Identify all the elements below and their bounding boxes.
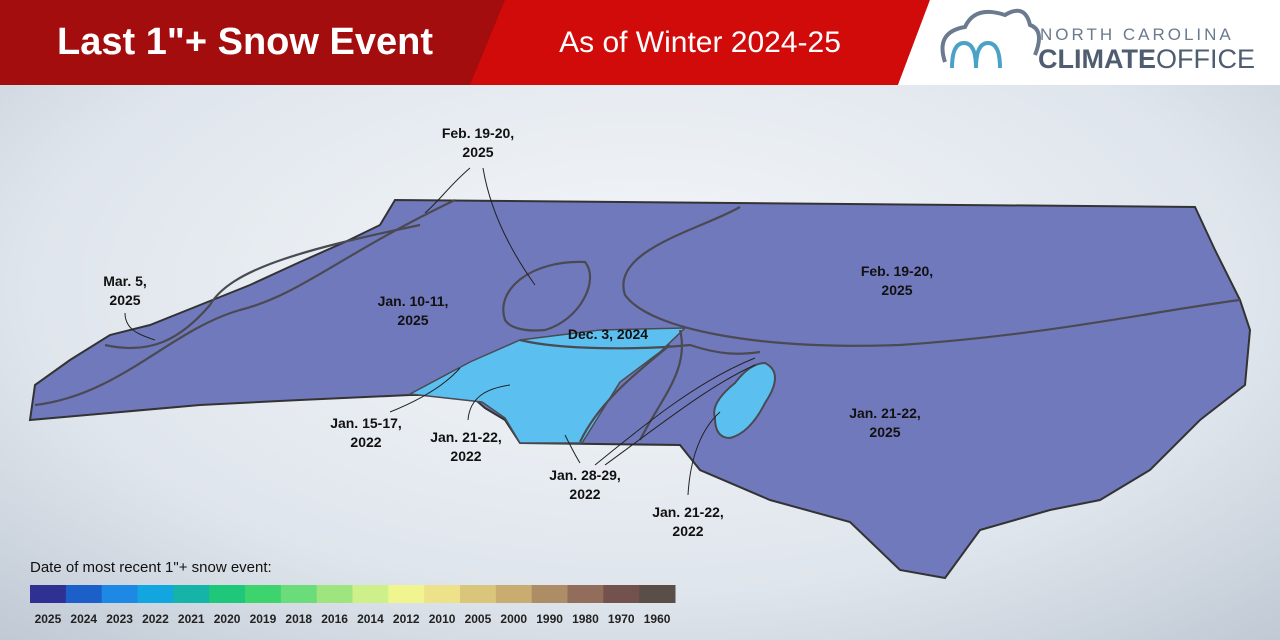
legend-swatch (495, 585, 533, 603)
legend-label: 1970 (608, 612, 635, 626)
logo-cloud (940, 8, 1041, 63)
contour (622, 206, 1241, 347)
legend-swatch (65, 585, 103, 603)
legend-swatch (567, 585, 604, 603)
leader (564, 434, 581, 464)
region-labels: Feb. 19-20, 2025 Mar. 5, 2025 Jan. 10-11, 202… (103, 125, 933, 539)
leader (424, 167, 471, 214)
legend-label: 2023 (106, 612, 133, 626)
region-label: Jan. 15-17, (330, 415, 402, 431)
leader (467, 384, 511, 421)
contour (34, 199, 456, 407)
region-label: 2022 (450, 448, 481, 464)
region-2022 (407, 327, 687, 444)
region-label: 2025 (881, 282, 912, 298)
legend-swatch (30, 585, 67, 603)
legend-title: Date of most recent 1"+ snow event: (30, 559, 272, 576)
legend-label: 2012 (393, 612, 420, 626)
region-label: 2022 (350, 434, 381, 450)
logo-line2: CLIMATEOFFICE (1038, 44, 1255, 74)
legend-swatch (603, 585, 640, 603)
region-label: 2022 (672, 523, 703, 539)
region-label: Feb. 19-20, (442, 125, 514, 141)
legend-label: 2018 (285, 612, 312, 626)
legend-label: 2000 (500, 612, 527, 626)
legend-swatch (639, 585, 676, 603)
logo-band (898, 0, 1280, 85)
region-label: Jan. 28-29, (549, 467, 621, 483)
legend-label: 1960 (644, 612, 671, 626)
legend-swatch (424, 585, 461, 603)
legend-label: 2022 (142, 612, 169, 626)
legend-label: 2019 (250, 612, 277, 626)
region-label: 2025 (109, 292, 140, 308)
contour (104, 223, 421, 350)
region-label: 2025 (397, 312, 428, 328)
contour (519, 338, 761, 355)
legend-label: 1980 (572, 612, 599, 626)
legend-label: 2021 (178, 612, 205, 626)
legend-label: 2005 (465, 612, 492, 626)
leader (124, 312, 156, 341)
state-shape (28, 198, 1252, 580)
legend-swatch (173, 585, 210, 603)
region-label: Mar. 5, (103, 273, 147, 289)
leader (604, 364, 756, 466)
legend-label: 2025 (35, 612, 62, 626)
legend-label: 1990 (536, 612, 563, 626)
legend: 2025 2024 2023 2022 2021 2020 2019 2018 2016 2014… (30, 585, 676, 626)
legend-label: 2024 (70, 612, 97, 626)
logo-mark (950, 40, 1002, 69)
region-label: Feb. 19-20, (861, 263, 933, 279)
region-label: 2025 (462, 144, 493, 160)
logo-climate: CLIMATE (1038, 44, 1156, 74)
legend-swatch (388, 585, 425, 603)
legend-swatch (531, 585, 568, 603)
title-band (0, 0, 505, 85)
subtitle: As of Winter 2024-25 (559, 26, 841, 59)
logo-line1: NORTH CAROLINA (1040, 25, 1234, 44)
title: Last 1"+ Snow Event (57, 21, 433, 63)
region-label: Jan. 10-11, (378, 293, 449, 309)
legend-swatch (460, 585, 497, 603)
legend-swatch (316, 585, 353, 603)
region-label: Jan. 21-22, (430, 429, 502, 445)
contour (639, 329, 683, 441)
leader (594, 357, 756, 466)
legend-swatch (245, 585, 282, 603)
leader (389, 367, 461, 413)
region-label: Jan. 21-22, (849, 405, 921, 421)
region-label: 2022 (569, 486, 600, 502)
legend-label: 2020 (214, 612, 241, 626)
legend-swatch (352, 585, 389, 603)
legend-swatch (101, 585, 138, 603)
region-label: 2025 (869, 424, 900, 440)
legend-swatch (137, 585, 174, 603)
legend-label: 2014 (357, 612, 384, 626)
region-2022-east (713, 361, 776, 440)
legend-label: 2016 (321, 612, 348, 626)
contour (502, 260, 591, 332)
region-label: Dec. 3, 2024 (568, 326, 648, 342)
logo-office: OFFICE (1156, 44, 1255, 74)
contour (579, 344, 671, 443)
leader (687, 411, 721, 496)
region-label: Jan. 21-22, (652, 504, 724, 520)
legend-swatch (209, 585, 246, 603)
legend-swatch (280, 585, 318, 603)
leader (482, 167, 536, 286)
legend-label: 2010 (429, 612, 456, 626)
